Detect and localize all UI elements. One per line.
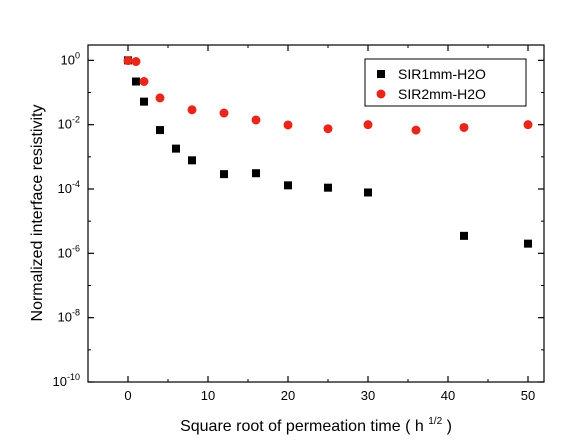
data-point-circle [131,57,141,67]
data-series [123,56,533,248]
x-axis: 0 10 20 30 40 50 [87,45,535,403]
y-tick-label: 10-10 [53,372,80,389]
data-point-square [172,144,180,153]
data-point-square [284,181,292,190]
data-point-circle [283,120,293,130]
y-tick-label: 10-4 [58,179,80,196]
x-tick-label: 10 [201,388,215,403]
plot-frame [87,44,545,383]
y-axis: 100 10-2 10-4 10-6 10-8 10-10 [53,50,544,389]
legend-box [364,58,527,107]
y-tick-label: 10-8 [58,308,80,325]
x-tick-label: 40 [441,388,455,403]
data-point-circle [459,122,469,132]
x-tick-label: 20 [281,388,295,403]
y-axis-label: Normalized interface resistivity [29,105,46,322]
data-point-circle [363,120,373,130]
data-point-square [140,97,148,106]
data-point-square [324,183,332,192]
data-point-circle [411,125,421,135]
y-tick-label: 10-2 [58,115,80,132]
legend-marker-circle [376,89,386,99]
x-axis-unit-exp: 1/2 [428,416,442,427]
data-point-square [252,169,260,178]
x-tick-label: 30 [361,388,375,403]
data-point-circle [523,120,533,130]
data-point-square [188,156,196,165]
x-tick-label: 0 [124,388,131,403]
x-axis-unit-base: h [415,418,424,435]
series-2 [123,56,533,135]
data-point-circle [323,124,333,134]
x-tick-label: 50 [521,388,535,403]
data-point-square [132,77,140,86]
legend-marker-square [377,70,385,78]
data-point-square [460,231,468,240]
x-axis-label-text: Square root of permeation time [180,418,401,435]
y-tick-label: 10-6 [58,243,80,260]
legend: SIR1mm-H2O SIR2mm-H2O [364,58,527,107]
data-point-square [364,188,372,197]
data-point-circle [123,56,133,66]
x-axis-label: Square root of permeation time ( h 1/2 ) [180,411,452,435]
data-point-square [524,239,532,248]
y-tick-label: 100 [61,50,80,67]
legend-label-sir1mm: SIR1mm-H2O [398,66,486,82]
data-point-circle [155,93,165,103]
data-point-square [220,170,228,179]
data-point-square [156,126,164,135]
data-point-circle [139,76,149,86]
data-point-circle [219,108,229,118]
legend-label-sir2mm: SIR2mm-H2O [398,86,486,102]
data-point-circle [251,115,261,125]
data-point-circle [187,105,197,115]
